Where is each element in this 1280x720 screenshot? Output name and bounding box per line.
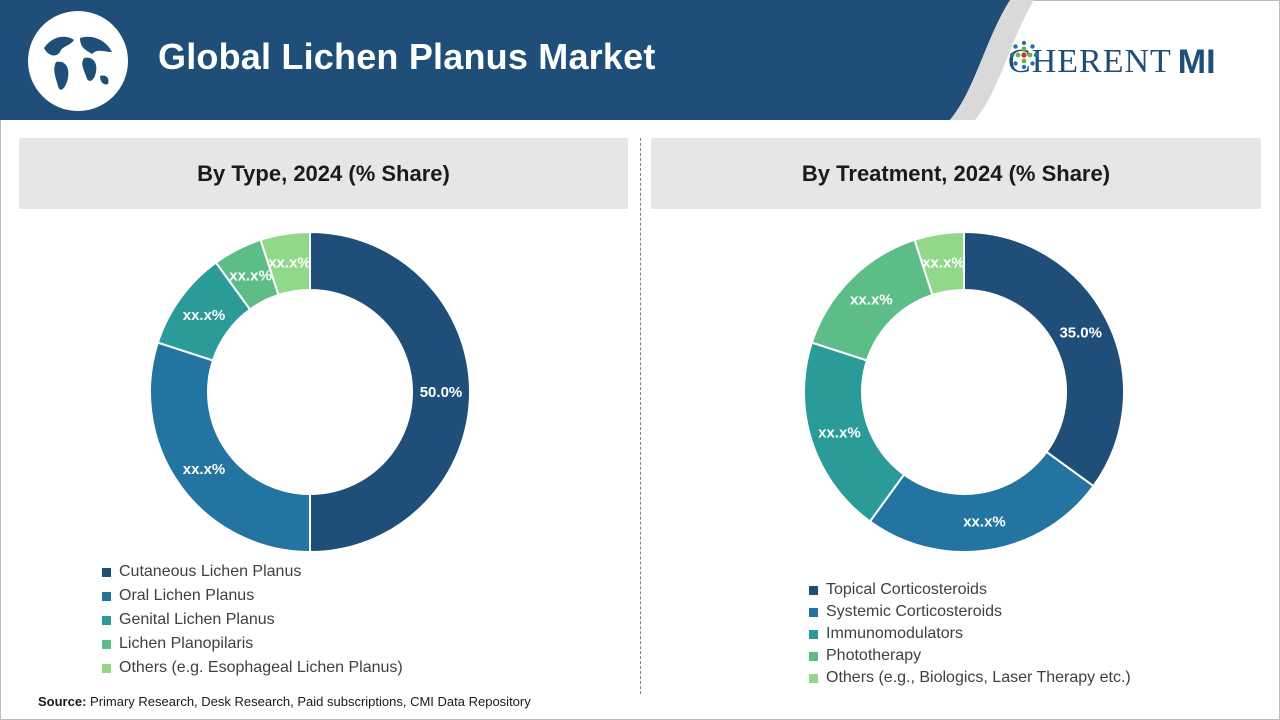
type-legend-item-oral-lichen-planus: Oral Lichen Planus [102, 584, 403, 608]
treatment-slice-topical-corticosteroids [963, 230, 1125, 488]
treatment-legend-item-immunomodulators: Immunomodulators [809, 623, 1131, 645]
logo-text-mid: HERENT [1031, 43, 1172, 80]
header-background [0, 0, 1034, 120]
type-data-label-genital-lichen-planus: xx.x% [183, 307, 226, 324]
logo-dots-icon [1009, 40, 1039, 70]
type-slice-cutaneous-lichen-planus [309, 230, 471, 554]
panel-title-by-type: By Type, 2024 (% Share) [19, 138, 628, 209]
type-legend-item-cutaneous-lichen-planus: Cutaneous Lichen Planus [102, 560, 403, 584]
legend-swatch [809, 585, 818, 595]
type-slice-oral-lichen-planus [149, 341, 311, 554]
legend-by-treatment: Topical Corticosteroids Systemic Corticos… [809, 579, 1131, 689]
type-data-label-oral-lichen-planus: xx.x% [183, 461, 226, 478]
treatment-slice-systemic-corticosteroids [868, 450, 1095, 553]
legend-swatch [809, 629, 818, 639]
type-legend-item-genital-lichen-planus: Genital Lichen Planus [102, 608, 403, 632]
legend-label: Lichen Planopilaris [119, 635, 254, 652]
panel-divider [640, 138, 641, 694]
donut-chart-by-type: 50.0%xx.x%xx.x%xx.x%xx.x% [149, 230, 471, 554]
legend-swatch [102, 615, 111, 625]
type-slice-others-e-g-esophageal-lichen-planus [259, 230, 311, 297]
donut-chart-by-treatment: 35.0% xx.x% xx.x% xx.x% xx.x% [803, 230, 1125, 553]
coherent-mi-logo: C HERENT MI [1008, 40, 1216, 84]
treatment-legend-item-others-e-g-biologics-laser-therapy-etc: Others (e.g., Biologics, Laser Therapy e… [809, 667, 1131, 689]
treatment-legend-item-systemic-corticosteroids: Systemic Corticosteroids [809, 601, 1131, 623]
legend-label: Cutaneous Lichen Planus [119, 563, 302, 580]
legend-label: Others (e.g. Esophageal Lichen Planus) [119, 659, 403, 676]
legend-label: Genital Lichen Planus [119, 611, 275, 628]
legend-label: Others (e.g., Biologics, Laser Therapy e… [826, 669, 1131, 686]
type-data-label-others-e-g-esophageal-lichen-planus: xx.x% [268, 255, 311, 272]
type-data-label-cutaneous-lichen-planus: 50.0% [420, 384, 463, 401]
legend-label: Immunomodulators [826, 625, 963, 642]
treatment-slice-others-e-g-biologics-laser-therapy-etc [913, 230, 965, 297]
treatment-data-label-systemic-corticosteroids: xx.x% [963, 513, 1006, 530]
logo-text-right: MI [1177, 42, 1216, 81]
legend-label: Oral Lichen Planus [119, 587, 255, 604]
globe-icon [28, 11, 128, 111]
legend-by-type: Cutaneous Lichen Planus Oral Lichen Planu… [102, 560, 403, 680]
page-title: Global Lichen Planus Market [158, 36, 656, 77]
type-legend-item-lichen-planopilaris: Lichen Planopilaris [102, 632, 403, 656]
type-data-label-lichen-planopilaris: xx.x% [229, 267, 272, 284]
legend-swatch [102, 663, 111, 673]
treatment-data-label-others-e-g-biologics-laser-therapy-etc: xx.x% [922, 255, 965, 272]
legend-label: Topical Corticosteroids [826, 581, 987, 598]
legend-swatch [102, 591, 111, 601]
logo-text-left: C [1008, 43, 1032, 80]
treatment-data-label-phototherapy: xx.x% [850, 291, 893, 308]
type-legend-item-others-e-g-esophageal-lichen-planus: Others (e.g. Esophageal Lichen Planus) [102, 656, 403, 680]
legend-label: Systemic Corticosteroids [826, 603, 1003, 620]
legend-swatch [809, 607, 818, 617]
legend-swatch [809, 651, 818, 661]
treatment-legend-item-topical-corticosteroids: Topical Corticosteroids [809, 579, 1131, 601]
treatment-data-label-immunomodulators: xx.x% [818, 424, 861, 441]
legend-swatch [102, 567, 111, 577]
panel-title-by-treatment: By Treatment, 2024 (% Share) [651, 138, 1261, 209]
treatment-data-label-topical-corticosteroids: 35.0% [1059, 325, 1102, 342]
source-note: Source: Primary Research, Desk Research,… [38, 694, 531, 709]
source-label: Source: [38, 694, 87, 709]
legend-swatch [102, 639, 111, 649]
header-banner: Global Lichen Planus Market C HERENT MI [0, 0, 1280, 120]
treatment-legend-item-phototherapy: Phototherapy [809, 645, 1131, 667]
legend-label: Phototherapy [826, 647, 922, 664]
legend-swatch [809, 673, 818, 683]
source-text: Primary Research, Desk Research, Paid su… [90, 694, 531, 709]
